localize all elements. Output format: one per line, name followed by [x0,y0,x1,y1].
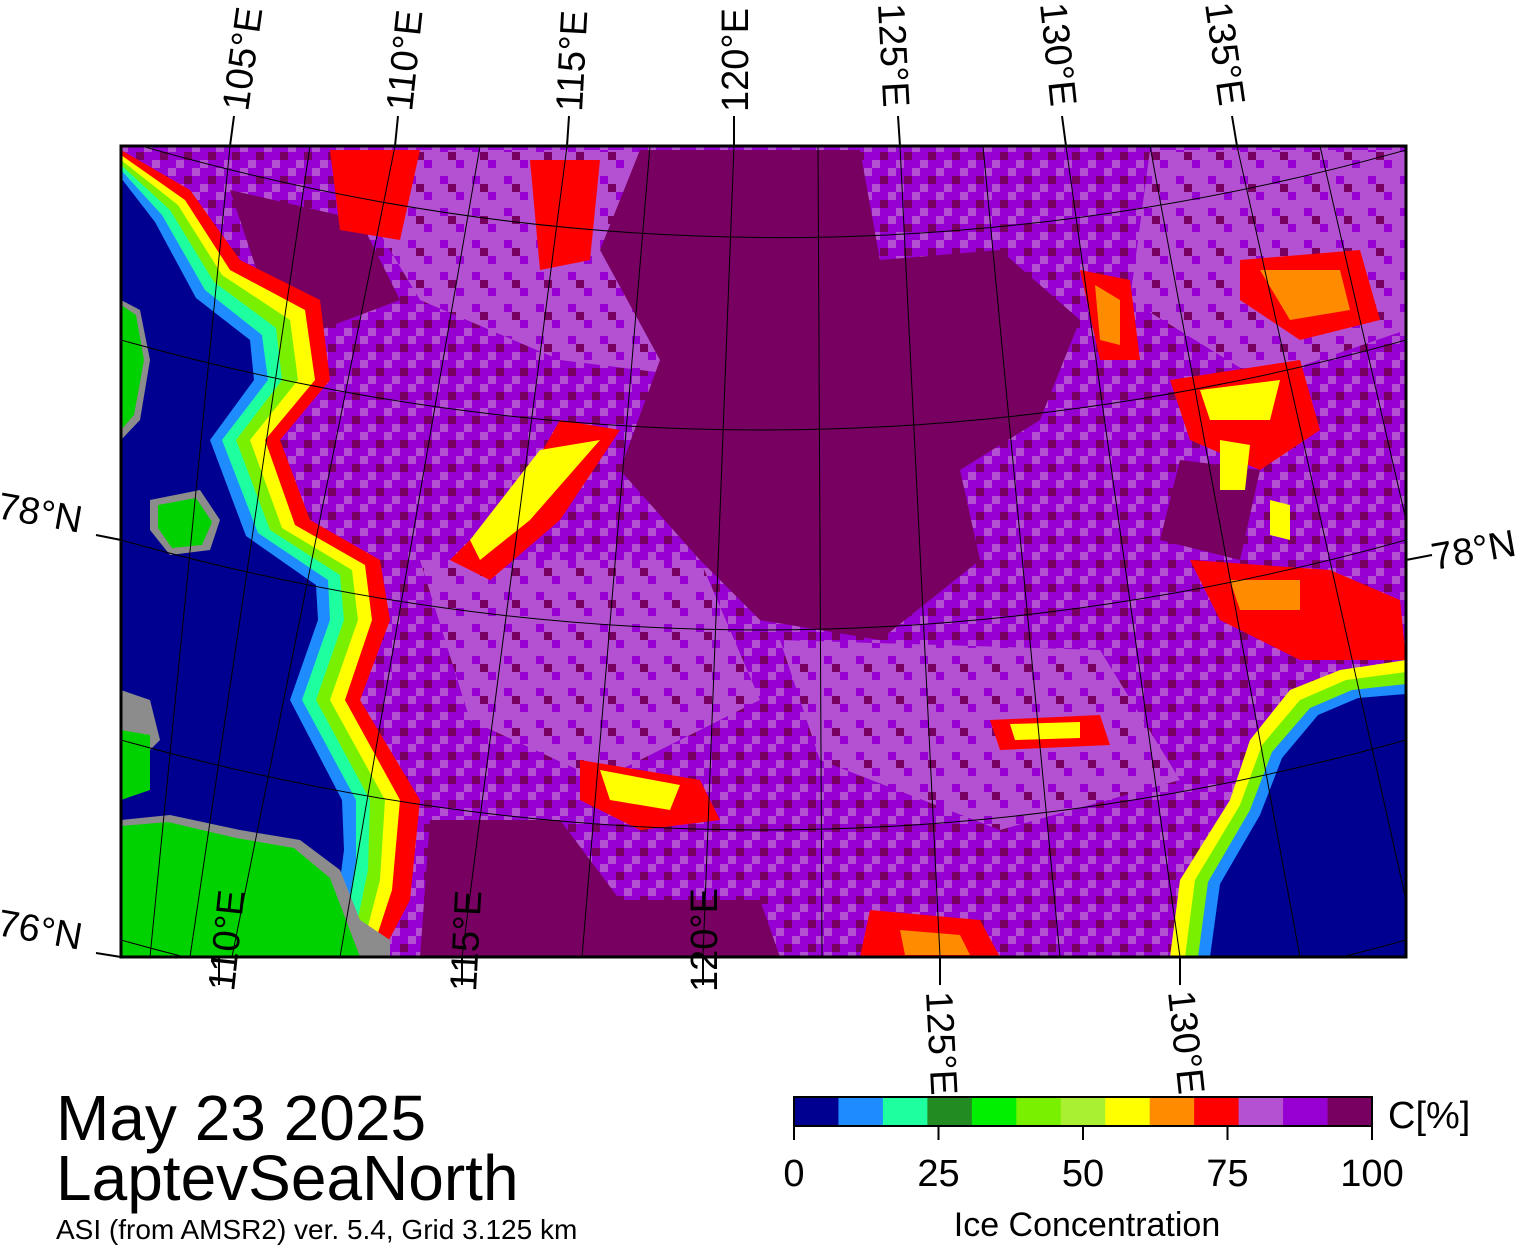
eastern-open-water [1170,660,1406,957]
colorbar-tick-label: 50 [1062,1153,1104,1195]
colorbar-cell [1238,1097,1284,1126]
map-frame [119,144,1408,959]
map-region-title: LaptevSeaNorth [56,1142,519,1214]
lat-label-left: 78°N [0,486,85,542]
map-panel [121,146,1406,957]
longitude-line [982,146,1061,957]
colorbar-cell [794,1097,839,1126]
latitude-line [121,339,1406,431]
colorbar-cell [1016,1097,1062,1126]
longitude-line [1065,146,1181,957]
colorbar-tick-label: 100 [1340,1153,1403,1195]
colorbar: 0 25 50 75 100 C[%] Ice Concentration [783,1095,1470,1244]
lon-label-top: 120°E [715,8,757,112]
lat-label-left: 76°N [0,903,85,959]
longitude-line [581,146,651,957]
colorbar-ticks [793,1126,1373,1140]
colorbar-cell [1283,1097,1329,1126]
colorbar-unit-label: C[%] [1388,1095,1470,1137]
lon-label-bottom: 125°E [917,990,964,1096]
colorbar-cell [1194,1097,1240,1126]
colorbar-cell [1105,1097,1151,1126]
lon-label-top: 130°E [1031,1,1084,109]
latitude-line [121,539,1406,631]
colorbar-cell [1060,1097,1106,1126]
latitude-line [139,146,1406,239]
lon-label-bottom: 130°E [1159,989,1212,1097]
colorbar-tick-label: 25 [917,1153,959,1195]
western-polynya [121,150,420,957]
top-longitude-labels: 105°E 110°E 115°E 120°E 125°E 130°E 135°… [215,0,1252,113]
longitude-line [339,146,481,957]
colorbar-title: Ice Concentration [954,1206,1221,1244]
graticule [121,146,1406,957]
longitude-line [1319,146,1406,521]
data-source-caption: ASI (from AMSR2) ver. 5.4, Grid 3.125 km [56,1214,578,1245]
lon-label-top: 110°E [379,8,431,113]
colorbar-cell [971,1097,1017,1126]
lon-label-bottom: 115°E [443,889,490,992]
latitude-line [121,739,1406,831]
colorbar-tick-label: 75 [1206,1153,1248,1195]
map-date-title: May 23 2025 [56,1082,427,1154]
ice-light-patch [780,640,1180,830]
longitude-line [817,146,823,957]
lat-label-right: 78°N [1428,523,1519,579]
lon-label-top: 125°E [869,2,916,108]
colorbar-tick-label: 0 [783,1153,804,1195]
land-masses [121,300,390,957]
colorbar-cell [1327,1097,1373,1126]
longitude-line [461,146,568,957]
colorbar-cell [1149,1097,1195,1126]
ice-light-patch [420,560,760,780]
axis-ticks [95,115,1433,985]
longitude-line [149,146,231,957]
longitude-line [1149,146,1301,957]
longitude-line [189,146,311,957]
colorbar-cell [882,1097,928,1126]
colorbar-cell [927,1097,973,1126]
consolidated-pack-ice [420,820,780,957]
colorbar-cells [794,1097,1373,1126]
longitude-line [231,146,396,957]
lon-label-top: 115°E [549,9,596,112]
colorbar-cell [838,1097,884,1126]
longitude-line [1236,146,1406,901]
lon-label-bottom: 120°E [684,888,726,992]
longitude-line [702,146,735,957]
lon-label-top: 105°E [215,4,271,113]
longitude-line [899,146,941,957]
ice-edge-bands [330,150,1406,957]
lon-label-top: 135°E [1196,0,1252,108]
